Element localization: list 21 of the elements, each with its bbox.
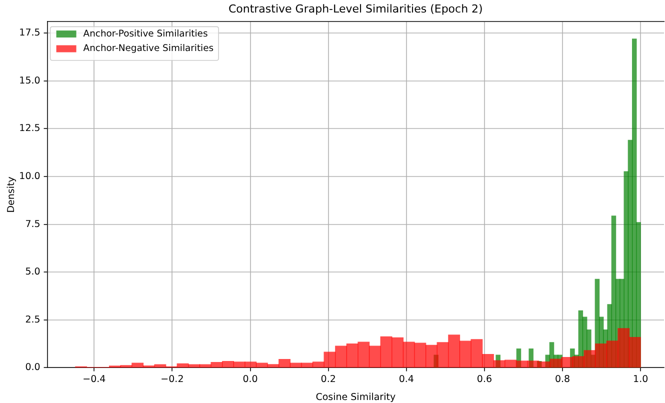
x-tick-label: 0.2 [320, 374, 336, 385]
y-tick-label: 17.5 [19, 28, 40, 39]
legend-label: Anchor-Positive Similarities [83, 28, 208, 40]
y-tick-label: 0.0 [25, 362, 40, 374]
y-tick-label: 10.0 [19, 171, 40, 182]
x-tick-label: 0.8 [554, 374, 570, 385]
y-tick-label: 7.5 [25, 218, 40, 230]
y-tick-label: 12.5 [19, 123, 40, 134]
x-tick-label: −0.4 [82, 374, 106, 385]
y-tick-label: 5.0 [25, 266, 40, 278]
chart-title: Contrastive Graph-Level Similarities (Epoch 2) [228, 2, 483, 16]
x-tick-label: 0.4 [398, 374, 414, 385]
x-tick-label: −0.2 [160, 374, 184, 385]
y-tick-label: 15.0 [19, 75, 40, 86]
x-tick-label: 0.6 [476, 374, 492, 385]
x-tick-label: 0.0 [242, 374, 258, 385]
y-axis-title: Density [6, 176, 18, 213]
y-tick-label: 2.5 [25, 314, 40, 326]
x-tick-label: 1.0 [633, 374, 648, 385]
legend-label: Anchor-Negative Similarities [83, 43, 214, 54]
x-axis-title: Cosine Similarity [316, 392, 396, 403]
